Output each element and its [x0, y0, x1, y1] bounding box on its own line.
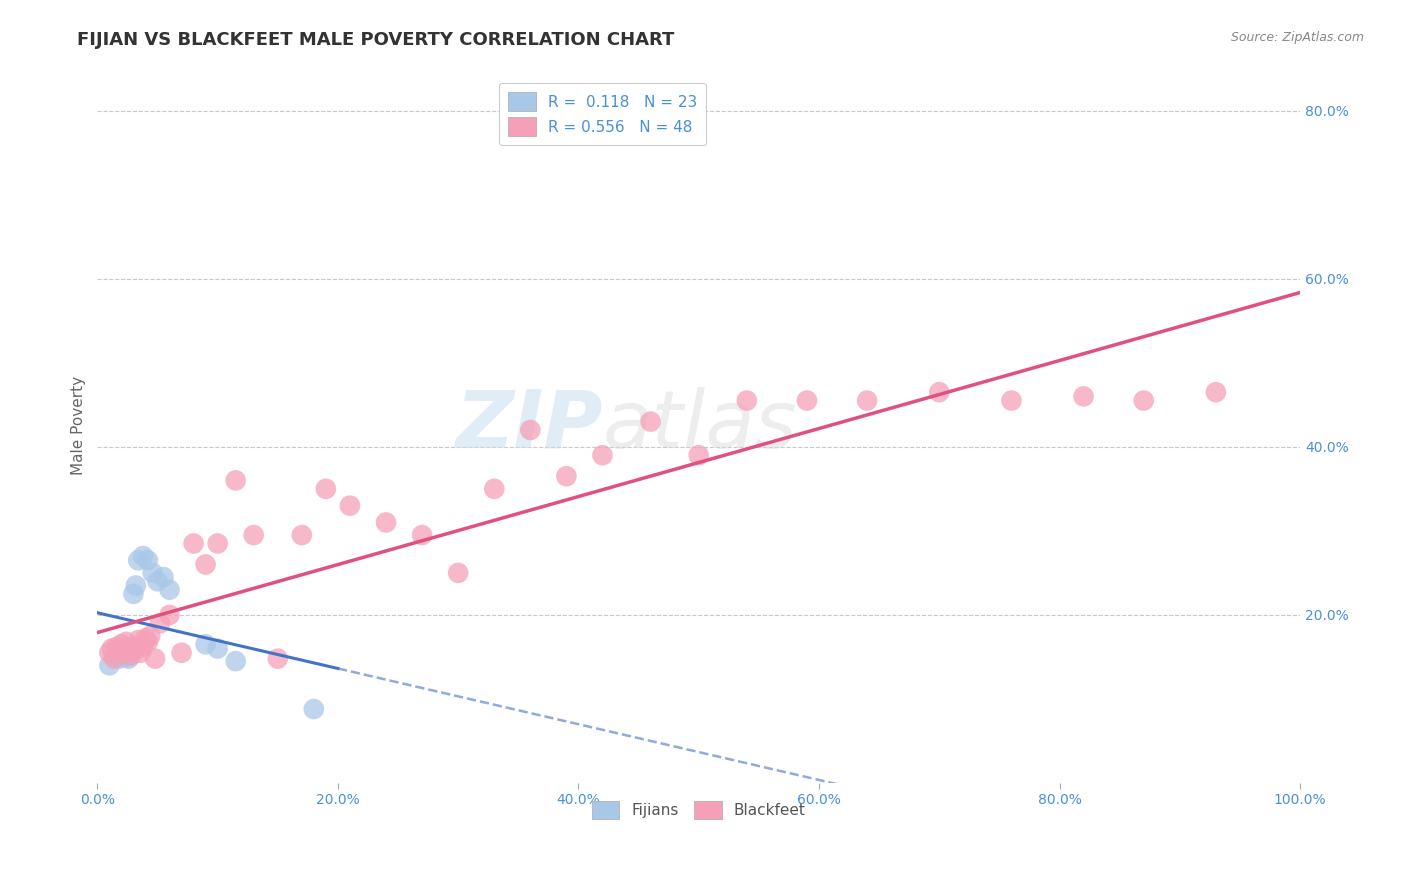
Point [110, 637, 132, 651]
Legend: Fijians, Blackfeet: Fijians, Blackfeet [586, 795, 811, 825]
Point [132, 640, 155, 654]
Point [291, 528, 314, 542]
Point [159, 607, 181, 622]
Point [555, 469, 578, 483]
Point [134, 632, 156, 646]
Point [98, 646, 121, 660]
Point [1000, 393, 1022, 408]
Point [103, 651, 125, 665]
Point [129, 646, 152, 660]
Point [132, 549, 155, 563]
Point [122, 587, 145, 601]
Point [120, 641, 142, 656]
Point [115, 635, 138, 649]
Point [117, 651, 139, 665]
Point [143, 651, 166, 665]
Point [856, 393, 879, 408]
Point [105, 640, 128, 654]
Point [242, 528, 264, 542]
Point [118, 646, 141, 660]
Point [796, 393, 818, 408]
Point [146, 574, 169, 589]
Point [122, 643, 145, 657]
Point [225, 654, 247, 668]
Point [108, 651, 131, 665]
Point [108, 643, 131, 657]
Point [117, 643, 139, 657]
Point [98, 658, 121, 673]
Point [136, 635, 159, 649]
Point [125, 640, 148, 654]
Point [170, 646, 193, 660]
Point [640, 415, 662, 429]
Point [519, 423, 541, 437]
Point [115, 649, 138, 664]
Text: FIJIAN VS BLACKFEET MALE POVERTY CORRELATION CHART: FIJIAN VS BLACKFEET MALE POVERTY CORRELA… [77, 31, 675, 49]
Point [152, 570, 174, 584]
Point [592, 448, 614, 462]
Point [339, 499, 361, 513]
Point [139, 629, 162, 643]
Text: Source: ZipAtlas.com: Source: ZipAtlas.com [1230, 31, 1364, 45]
Point [1205, 385, 1227, 400]
Point [136, 553, 159, 567]
Point [142, 566, 165, 580]
Point [183, 536, 205, 550]
Point [411, 528, 433, 542]
Point [112, 646, 135, 660]
Point [194, 637, 217, 651]
Point [120, 648, 142, 663]
Point [447, 566, 470, 580]
Point [928, 385, 950, 400]
Y-axis label: Male Poverty: Male Poverty [72, 376, 86, 475]
Point [125, 578, 148, 592]
Point [104, 649, 127, 664]
Point [267, 651, 290, 665]
Point [194, 558, 217, 572]
Point [375, 516, 398, 530]
Point [315, 482, 337, 496]
Point [735, 393, 758, 408]
Text: ZIP: ZIP [456, 387, 603, 465]
Point [484, 482, 506, 496]
Point [207, 536, 229, 550]
Point [1073, 389, 1095, 403]
Point [112, 646, 135, 660]
Point [127, 633, 149, 648]
Point [101, 641, 124, 656]
Point [110, 648, 132, 663]
Point [688, 448, 710, 462]
Point [225, 474, 247, 488]
Point [127, 553, 149, 567]
Point [302, 702, 325, 716]
Point [159, 582, 181, 597]
Point [1132, 393, 1154, 408]
Point [149, 616, 172, 631]
Text: atlas: atlas [603, 387, 797, 465]
Point [117, 641, 139, 656]
Point [207, 641, 229, 656]
